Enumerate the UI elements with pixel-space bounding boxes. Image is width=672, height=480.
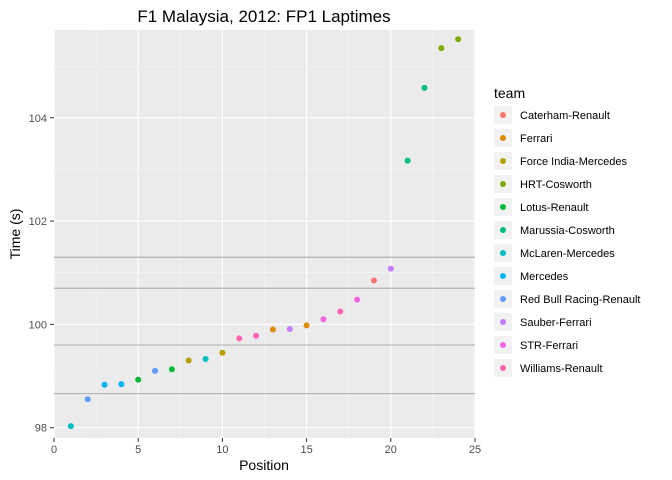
legend: team Caterham-Renault Ferrari Force India-… <box>494 85 640 377</box>
data-point <box>404 157 411 164</box>
data-point <box>152 367 159 374</box>
x-tick-label: 0 <box>51 444 57 456</box>
data-point <box>269 326 276 333</box>
data-point <box>219 349 226 356</box>
grid-minor <box>54 30 475 438</box>
data-point <box>202 355 209 362</box>
x-tick-label: 10 <box>216 444 228 456</box>
data-point <box>135 376 142 383</box>
y-tick-label: 100 <box>29 319 47 331</box>
data-point <box>387 265 394 272</box>
legend-swatch <box>500 273 506 279</box>
x-axis-title: Position <box>239 457 289 473</box>
y-tick-label: 104 <box>29 113 47 125</box>
x-tick-label: 15 <box>300 444 312 456</box>
data-point <box>421 84 428 91</box>
y-axis-title: Time (s) <box>7 209 23 260</box>
legend-label: Red Bull Racing-Renault <box>520 294 640 306</box>
data-point <box>286 326 293 333</box>
data-points <box>67 36 462 430</box>
data-point <box>438 45 445 52</box>
legend-swatch <box>500 204 506 210</box>
legend-label: Williams-Renault <box>520 363 603 375</box>
legend-label: Lotus-Renault <box>520 202 589 214</box>
y-axis-ticks: 98 100 102 104 <box>29 113 54 435</box>
data-point <box>303 322 310 329</box>
reference-lines <box>54 256 475 395</box>
legend-swatch <box>500 112 506 118</box>
x-axis-ticks: 0 5 10 15 20 25 <box>51 438 481 456</box>
data-point <box>370 277 377 284</box>
legend-label: Force India-Mercedes <box>520 156 627 168</box>
data-point <box>84 396 91 403</box>
legend-swatch <box>500 342 506 348</box>
data-point <box>236 335 243 342</box>
data-point <box>455 36 462 43</box>
legend-swatch <box>500 135 506 141</box>
legend-swatch <box>500 296 506 302</box>
grid-major <box>53 30 476 438</box>
legend-label: STR-Ferrari <box>520 340 578 352</box>
data-point <box>185 357 192 364</box>
legend-items: Caterham-Renault Ferrari Force India-Merce… <box>494 106 640 377</box>
legend-label: Marussia-Cosworth <box>520 225 615 237</box>
data-point <box>253 332 260 339</box>
legend-label: Mercedes <box>520 271 569 283</box>
legend-label: McLaren-Mercedes <box>520 248 615 260</box>
legend-swatch <box>500 181 506 187</box>
chart-title: F1 Malaysia, 2012: FP1 Laptimes <box>137 7 390 26</box>
data-point <box>101 381 108 388</box>
legend-swatch <box>500 365 506 371</box>
data-point <box>67 423 74 430</box>
data-point <box>320 316 327 323</box>
legend-label: Sauber-Ferrari <box>520 317 592 329</box>
legend-swatch <box>500 250 506 256</box>
data-point <box>354 296 361 303</box>
y-tick-label: 102 <box>29 216 47 228</box>
legend-swatch <box>500 158 506 164</box>
data-point <box>168 366 175 373</box>
legend-label: Ferrari <box>520 133 552 145</box>
data-point <box>337 308 344 315</box>
legend-swatch <box>500 319 506 325</box>
x-tick-label: 5 <box>135 444 141 456</box>
legend-label: Caterham-Renault <box>520 110 610 122</box>
data-point <box>118 381 125 388</box>
x-tick-label: 20 <box>385 444 397 456</box>
legend-title: team <box>494 85 525 101</box>
x-tick-label: 25 <box>469 444 481 456</box>
y-tick-label: 98 <box>35 423 47 435</box>
legend-label: HRT-Cosworth <box>520 179 592 191</box>
legend-swatch <box>500 227 506 233</box>
